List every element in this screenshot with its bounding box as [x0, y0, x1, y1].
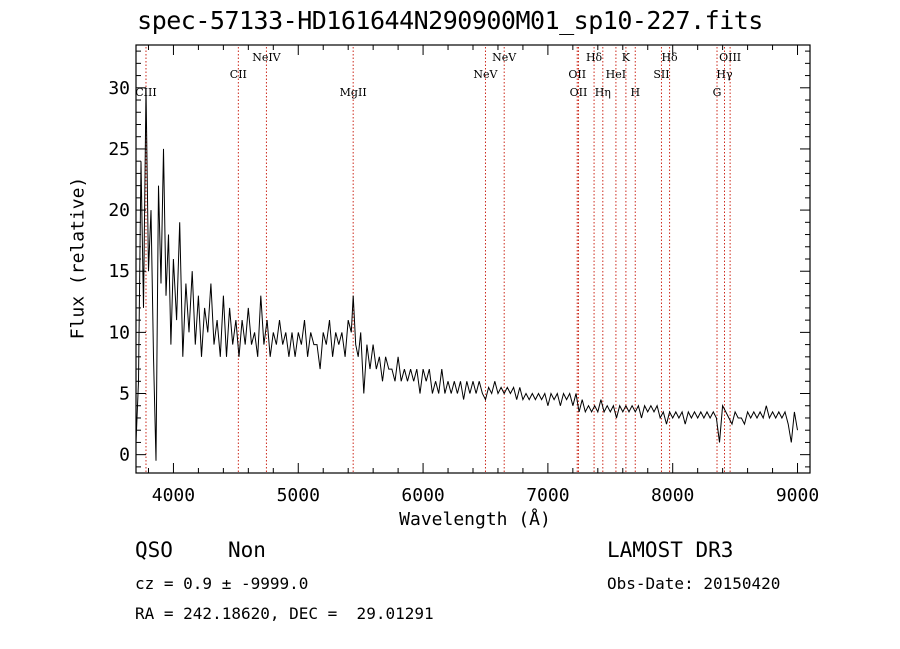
emission-line-label: NeIV	[252, 51, 281, 64]
emission-line-label: HeI	[606, 68, 626, 81]
emission-line-label: OII	[568, 68, 586, 81]
x-tick-label: 8000	[651, 485, 694, 506]
emission-line-label: Hη	[595, 86, 611, 99]
emission-line-labels: CIIICIINeIVMgIINeVNeVOIIOIIHδHηHeIKHSIIH…	[135, 51, 741, 99]
y-tick-label: 10	[108, 322, 130, 343]
y-axis-ticks: 0 5 10 15 20 25 30	[108, 50, 810, 468]
emission-line-label: Hγ	[716, 68, 733, 81]
x-axis-label: Wavelength (Å)	[399, 509, 551, 530]
emission-line-label: SII	[653, 68, 669, 81]
x-tick-label: 5000	[277, 485, 320, 506]
cz-value: cz = 0.9 ± -9999.0	[135, 574, 309, 593]
emission-line-label: MgII	[340, 86, 367, 99]
y-tick-label: 30	[108, 78, 130, 99]
coordinates: RA = 242.18620, DEC = 29.01291	[135, 604, 434, 623]
x-axis-ticks: 4000 5000 6000 7000 8000 9000	[147, 45, 819, 506]
class-label: QSO	[135, 538, 173, 562]
x-tick-label: 9000	[776, 485, 819, 506]
y-tick-label: 20	[108, 200, 130, 221]
y-tick-label: 0	[119, 445, 130, 466]
emission-line-label: Hδ	[586, 51, 603, 64]
y-tick-label: 25	[108, 139, 130, 160]
emission-line-markers	[145, 47, 731, 473]
emission-line-label: NeV	[492, 51, 517, 64]
obs-date: Obs-Date: 20150420	[607, 574, 781, 593]
x-tick-label: 4000	[152, 485, 195, 506]
y-axis-label: Flux (relative)	[67, 176, 89, 340]
emission-line-label: H	[630, 86, 640, 99]
emission-line-label: G	[713, 86, 722, 99]
subclass-label: Non	[228, 538, 266, 562]
emission-line-label: CII	[230, 68, 247, 81]
emission-line-label: OII	[570, 86, 588, 99]
emission-line-label: NeV	[473, 68, 498, 81]
survey-label: LAMOST DR3	[607, 538, 734, 562]
x-tick-label: 6000	[401, 485, 444, 506]
emission-line-label: Hδ	[661, 51, 678, 64]
y-tick-label: 15	[108, 261, 130, 282]
emission-line-label: OIII	[719, 51, 741, 64]
emission-line-label: K	[622, 51, 631, 64]
plot-frame	[135, 44, 811, 474]
chart-title: spec-57133-HD161644N290900M01_sp10-227.f…	[137, 6, 763, 35]
x-tick-label: 7000	[526, 485, 569, 506]
y-tick-label: 5	[119, 384, 130, 405]
spectrum-series-line	[135, 87, 798, 461]
